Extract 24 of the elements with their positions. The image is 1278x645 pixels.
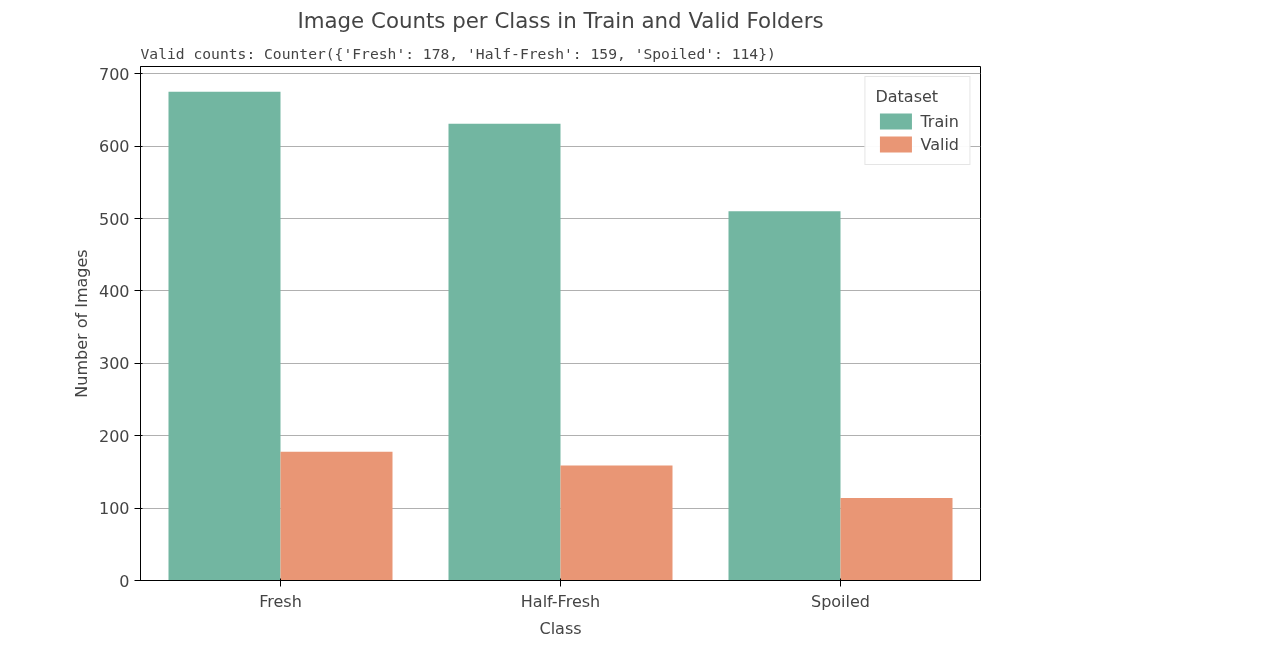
x-tick-label: Spoiled (811, 591, 870, 611)
bar (280, 451, 393, 581)
y-tick-label: 700 (98, 64, 130, 84)
bar (728, 211, 841, 581)
y-tick-label: 600 (98, 137, 130, 157)
legend-label: Valid (920, 134, 959, 154)
y-tick-label: 100 (98, 499, 130, 519)
x-tick-label: Half-Fresh (520, 591, 601, 611)
bar (168, 91, 281, 581)
y-axis-title: Number of Images (71, 249, 91, 398)
bar (448, 123, 561, 581)
x-axis-title: Class (539, 618, 582, 638)
legend-title: Dataset (875, 87, 940, 106)
y-tick-label: 400 (98, 281, 130, 301)
x-tick-label: Fresh (259, 591, 302, 611)
y-tick-label: 200 (98, 426, 130, 446)
y-tick-label: 500 (98, 209, 130, 229)
y-tick-label: 300 (98, 354, 130, 374)
y-tick-label: 0 (119, 571, 130, 591)
legend-label: Train (920, 111, 959, 131)
text: Valid counts: Counter({'Fresh': 178, 'Half-Fresh': 159, 'Spoiled': 114}) (140, 44, 776, 62)
bar (560, 465, 673, 581)
chart-title: Image Counts per Class in Train and Valid Folders (297, 7, 824, 33)
bar (840, 497, 953, 581)
